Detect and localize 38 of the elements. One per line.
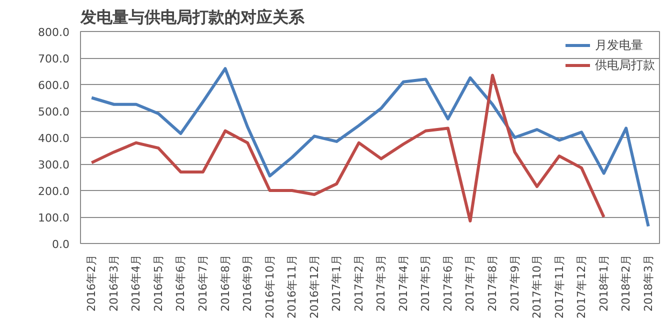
x-tick-label: 2016年3月 (107, 254, 120, 312)
chart-title: 发电量与供电局打款的对应关系 (80, 8, 306, 26)
y-tick-label: 300.0 (38, 158, 70, 172)
x-tick-label: 2016年7月 (196, 254, 210, 312)
x-tick-label: 2016年4月 (130, 254, 143, 312)
y-tick-label: 600.0 (38, 79, 70, 92)
legend-label: 供电局打款 (595, 56, 655, 74)
x-tick-label: 2017年5月 (419, 254, 432, 312)
x-tick-label: 2017年12月 (575, 254, 588, 318)
x-tick-label: 2017年1月 (330, 254, 344, 312)
y-tick-label: 800.0 (38, 26, 70, 39)
x-tick-label: 2016年2月 (85, 254, 98, 312)
y-tick-label: 0.0 (52, 238, 70, 251)
x-tick-label: 2018年3月 (642, 254, 655, 312)
x-tick-label: 2017年3月 (374, 254, 388, 312)
x-tick-label: 2017年11月 (552, 254, 566, 318)
x-tick-label: 2016年6月 (174, 254, 188, 312)
y-tick-label: 200.0 (38, 185, 70, 198)
x-tick-label: 2016年5月 (152, 254, 165, 312)
x-tick-label: 2017年7月 (464, 254, 477, 312)
y-tick-label: 700.0 (38, 52, 70, 66)
x-tick-label: 2017年8月 (486, 254, 499, 312)
x-tick-label: 2016年11月 (286, 254, 299, 318)
x-tick-label: 2016年12月 (308, 254, 321, 318)
y-tick-label: 100.0 (38, 212, 70, 224)
legend-label: 月发电量 (595, 36, 643, 54)
x-tick-label: 2018年1月 (597, 254, 610, 312)
x-tick-label: 2017年4月 (396, 254, 410, 312)
x-tick-label: 2017年10月 (530, 254, 544, 318)
x-tick-label: 2016年10月 (263, 254, 276, 318)
x-tick-label: 2017年6月 (441, 254, 454, 312)
x-tick-label: 2017年2月 (352, 254, 366, 312)
x-tick-label: 2017年9月 (508, 254, 522, 312)
x-tick-label: 2018年2月 (620, 254, 633, 312)
x-tick-label: 2016年8月 (218, 254, 232, 312)
y-tick-label: 500.0 (38, 106, 70, 118)
x-tick-label: 2016年9月 (241, 254, 254, 312)
y-tick-label: 400.0 (38, 132, 70, 145)
